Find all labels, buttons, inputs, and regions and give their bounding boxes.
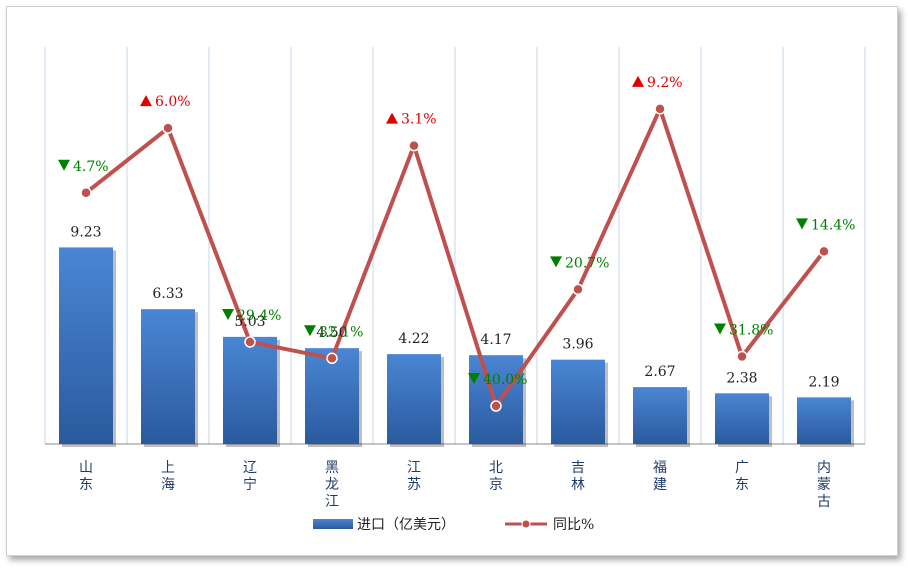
yoy-label-1: 6.0% bbox=[155, 94, 191, 110]
legend-line-label: 同比% bbox=[553, 517, 594, 533]
down-arrow-icon-6 bbox=[550, 256, 562, 268]
up-arrow-icon-1 bbox=[140, 95, 152, 107]
down-arrow-icon-9 bbox=[796, 218, 808, 230]
category-label-2: 辽宁 bbox=[243, 460, 257, 493]
legend-bar-swatch bbox=[313, 519, 353, 529]
bar-value-label-2: 5.03 bbox=[234, 314, 265, 330]
yoy-point-7 bbox=[654, 103, 666, 115]
bar-layer bbox=[59, 247, 854, 447]
bar-value-label-5: 4.17 bbox=[480, 332, 511, 348]
yoy-point-6 bbox=[572, 283, 584, 296]
bar-value-label-4: 4.22 bbox=[398, 331, 429, 347]
chart-frame: 9.23 6.33 5.03 4.50 4.22 4.17 3.96 2.67 2.38 2.19… bbox=[6, 6, 898, 556]
category-label-8: 广东 bbox=[735, 460, 749, 493]
category-label-1: 上海 bbox=[161, 460, 175, 493]
yoy-point-8 bbox=[736, 350, 748, 363]
legend: 进口（亿美元） 同比% bbox=[313, 517, 594, 533]
yoy-point-3 bbox=[326, 352, 338, 365]
bar-4 bbox=[387, 354, 441, 444]
yoy-point-1 bbox=[162, 122, 174, 134]
bar-8 bbox=[715, 393, 769, 444]
bar-7 bbox=[633, 387, 687, 444]
yoy-label-2: 29.4% bbox=[237, 308, 281, 324]
bar-9 bbox=[797, 397, 851, 444]
down-arrow-icon-0 bbox=[58, 159, 70, 171]
bar-0 bbox=[59, 247, 113, 444]
yoy-point-4 bbox=[408, 139, 420, 152]
yoy-label-8: 31.8% bbox=[729, 322, 773, 338]
category-label-4: 江苏 bbox=[407, 460, 421, 493]
yoy-label-0: 4.7% bbox=[73, 159, 109, 175]
bar-value-label-0: 9.23 bbox=[70, 224, 101, 240]
up-arrow-icon-4 bbox=[386, 112, 398, 124]
yoy-label-5: 40.0% bbox=[483, 372, 527, 388]
up-arrow-icon-7 bbox=[632, 75, 644, 87]
bar-value-label-9: 2.19 bbox=[808, 374, 839, 390]
down-arrow-icon-8 bbox=[714, 323, 726, 335]
category-label-5: 北京 bbox=[489, 460, 503, 493]
legend-bar-label: 进口（亿美元） bbox=[357, 517, 455, 533]
yoy-point-0 bbox=[80, 187, 92, 199]
yoy-point-9 bbox=[818, 245, 830, 258]
bar-2 bbox=[223, 336, 277, 444]
category-label-9: 内蒙古 bbox=[817, 460, 831, 510]
bar-6 bbox=[551, 359, 605, 444]
bar-value-label-7: 2.67 bbox=[644, 364, 675, 380]
yoy-point-2 bbox=[244, 336, 256, 348]
down-arrow-icon-3 bbox=[304, 325, 316, 337]
down-arrow-icon-5 bbox=[468, 373, 480, 384]
bar-3 bbox=[305, 348, 359, 444]
category-layer: 山东 上海 辽宁 黑龙江 江苏 北京 吉林 福建 广东 内蒙古 bbox=[79, 460, 831, 510]
category-label-7: 福建 bbox=[653, 460, 667, 493]
category-label-3: 黑龙江 bbox=[325, 460, 339, 510]
bar-1 bbox=[141, 309, 195, 444]
yoy-label-3: 32.1% bbox=[319, 324, 363, 340]
bar-value-label-1: 6.33 bbox=[152, 286, 183, 302]
legend-line-marker bbox=[521, 519, 531, 529]
yoy-label-6: 20.7% bbox=[565, 255, 609, 271]
bar-value-label-6: 3.96 bbox=[562, 337, 593, 353]
bar-value-label-8: 2.38 bbox=[726, 370, 757, 386]
label-layer: 9.23 6.33 5.03 4.50 4.22 4.17 3.96 2.67 2.38 2.19… bbox=[58, 75, 855, 390]
yoy-label-7: 9.2% bbox=[647, 75, 683, 91]
line-layer bbox=[80, 103, 830, 412]
bar-value-label-3: 4.50 bbox=[316, 325, 347, 341]
yoy-label-9: 14.4% bbox=[811, 217, 855, 233]
category-label-6: 吉林 bbox=[571, 460, 585, 493]
yoy-point-5 bbox=[490, 400, 502, 412]
category-label-0: 山东 bbox=[79, 460, 93, 493]
down-arrow-icon-2 bbox=[222, 308, 234, 320]
chart-svg: 9.23 6.33 5.03 4.50 4.22 4.17 3.96 2.67 2.38 2.19… bbox=[44, 47, 866, 533]
yoy-label-4: 3.1% bbox=[401, 112, 437, 128]
yoy-line bbox=[84, 106, 826, 408]
